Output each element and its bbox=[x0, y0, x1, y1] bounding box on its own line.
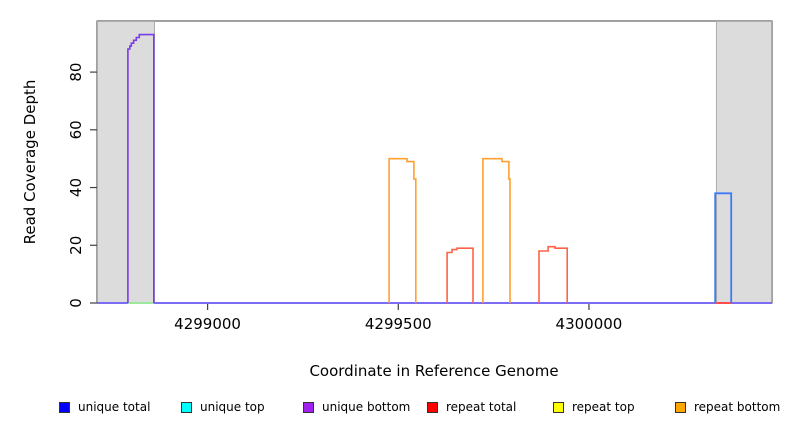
legend-item-unique-total: unique total bbox=[59, 398, 150, 416]
x-axis-title: Coordinate in Reference Genome bbox=[309, 362, 559, 380]
unique-total-swatch-icon bbox=[59, 401, 70, 413]
legend-item-unique-bottom: unique bottom bbox=[303, 398, 410, 416]
legend-label: unique total bbox=[78, 400, 151, 414]
y-tick-label: 60 bbox=[67, 120, 85, 139]
legend-item-unique-top: unique top bbox=[181, 398, 265, 416]
legend-label: repeat top bbox=[572, 400, 635, 414]
repeat-top-swatch-icon bbox=[553, 401, 564, 413]
repeat-bottom-swatch-icon bbox=[675, 401, 686, 413]
legend-item-repeat-top: repeat top bbox=[553, 398, 635, 416]
x-tick-label: 4299500 bbox=[365, 315, 432, 333]
x-tick-label: 4300000 bbox=[556, 315, 623, 333]
repeat-short-peak-2-line bbox=[538, 245, 569, 303]
y-tick-label: 0 bbox=[67, 298, 85, 308]
y-tick-label: 20 bbox=[67, 236, 85, 255]
x-tick-label: 4299000 bbox=[174, 315, 241, 333]
repeat-total-swatch-icon bbox=[427, 401, 438, 413]
legend-item-repeat-total: repeat total bbox=[427, 398, 516, 416]
unique-bottom-left-peak-line bbox=[127, 33, 155, 303]
unique-total-right-peak-line bbox=[714, 192, 733, 303]
unique-bottom-swatch-icon bbox=[303, 401, 314, 413]
legend-label: repeat bottom bbox=[694, 400, 781, 414]
repeat-bottom-peak-2-line bbox=[482, 157, 511, 303]
left-gray-region bbox=[97, 21, 155, 303]
repeat-bottom-peak-1-line bbox=[388, 157, 417, 303]
plot-box bbox=[96, 20, 773, 304]
legend: unique total unique top unique bottom re… bbox=[0, 398, 792, 420]
unique-top-swatch-icon bbox=[181, 401, 192, 413]
right-gray-region bbox=[715, 21, 772, 303]
y-tick-label: 80 bbox=[67, 63, 85, 82]
legend-label: repeat total bbox=[446, 400, 517, 414]
legend-label: unique top bbox=[200, 400, 265, 414]
legend-item-repeat-bottom: repeat bottom bbox=[675, 398, 780, 416]
y-tick-label: 40 bbox=[67, 178, 85, 197]
y-axis-title: Read Coverage Depth bbox=[21, 79, 39, 245]
repeat-short-peak-1-line bbox=[446, 247, 474, 303]
legend-label: unique bottom bbox=[322, 400, 411, 414]
